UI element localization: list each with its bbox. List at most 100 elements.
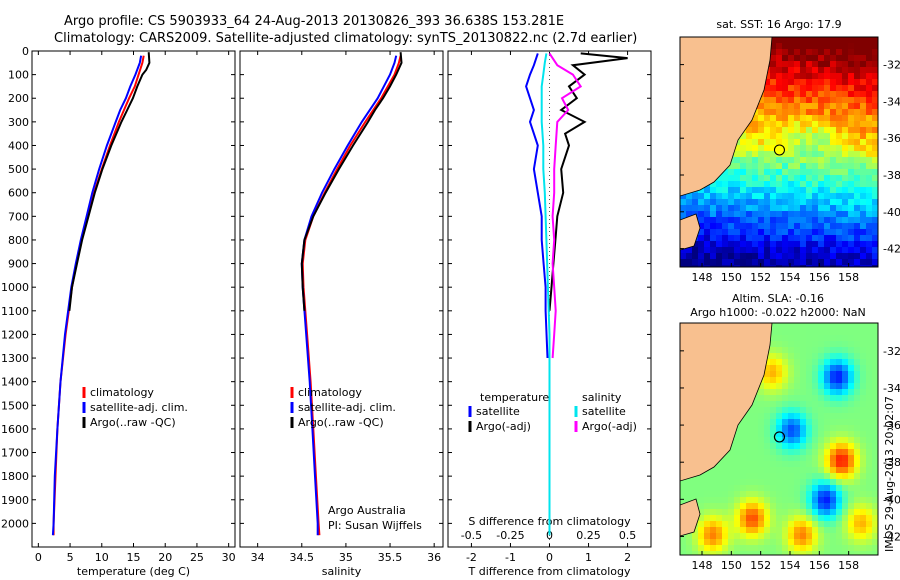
sla-cell <box>854 323 860 329</box>
sst-cell <box>830 169 836 175</box>
sla-cell <box>782 341 788 347</box>
sla-cell <box>830 497 836 503</box>
sla-cell <box>764 455 770 461</box>
sla-cell <box>812 431 818 437</box>
sla-cell <box>806 521 812 527</box>
sla-cell <box>806 545 812 551</box>
sst-cell <box>866 247 872 253</box>
sla-cell <box>758 461 764 467</box>
sla-cell <box>842 371 848 377</box>
sst-cell <box>782 217 788 223</box>
sla-cell <box>860 509 866 515</box>
sst-cell <box>728 205 734 211</box>
sst-cell <box>812 109 818 115</box>
map-x-tick-label: 148 <box>692 559 713 572</box>
sst-cell <box>836 55 842 61</box>
sla-cell <box>728 539 734 545</box>
sla-cell <box>866 347 872 353</box>
sst-cell <box>740 211 746 217</box>
sla-cell <box>764 461 770 467</box>
sst-cell <box>794 253 800 259</box>
sst-cell <box>806 127 812 133</box>
sst-cell <box>824 193 830 199</box>
sst-cell <box>770 109 776 115</box>
sst-cell <box>794 193 800 199</box>
sst-cell <box>680 253 686 259</box>
sst-cell <box>704 247 710 253</box>
sla-cell <box>824 551 830 555</box>
sla-cell <box>812 365 818 371</box>
sla-cell <box>740 473 746 479</box>
header-line-1: Argo profile: CS 5903933_64 24-Aug-2013 … <box>64 14 564 29</box>
sst-cell <box>770 139 776 145</box>
sla-cell <box>704 551 710 555</box>
sst-cell <box>704 241 710 247</box>
sst-cell <box>836 91 842 97</box>
sla-cell <box>800 395 806 401</box>
sla-cell <box>764 419 770 425</box>
sst-cell <box>776 193 782 199</box>
sst-cell <box>740 145 746 151</box>
sla-cell <box>758 455 764 461</box>
sst-cell <box>746 259 752 265</box>
x-tick-label: 1 <box>585 551 592 564</box>
sst-cell <box>788 109 794 115</box>
sst-cell <box>752 163 758 169</box>
sst-cell <box>782 145 788 151</box>
sla-cell <box>872 377 878 383</box>
sla-cell <box>758 545 764 551</box>
sst-cell <box>824 55 830 61</box>
sla-cell <box>842 347 848 353</box>
sst-cell <box>836 79 842 85</box>
sst-cell <box>794 115 800 121</box>
sst-cell <box>776 67 782 73</box>
x-tick-label: 35 <box>339 551 353 564</box>
sla-cell <box>788 545 794 551</box>
sla-cell <box>812 533 818 539</box>
sst-cell <box>842 103 848 109</box>
sla-cell <box>830 455 836 461</box>
sst-cell <box>788 103 794 109</box>
sst-cell <box>752 115 758 121</box>
sst-cell <box>866 103 872 109</box>
map-y-tick-label: -40 <box>883 493 900 506</box>
sla-cell <box>764 371 770 377</box>
sst-cell <box>710 259 716 265</box>
sst-cell <box>752 235 758 241</box>
sst-cell <box>782 169 788 175</box>
sla-cell <box>764 467 770 473</box>
sla-cell <box>716 533 722 539</box>
sst-cell <box>866 37 872 43</box>
sla-cell <box>758 401 764 407</box>
sst-cell <box>734 163 740 169</box>
sst-cell <box>872 205 878 211</box>
sst-cell <box>788 133 794 139</box>
sla-cell <box>770 455 776 461</box>
sla-cell <box>836 335 842 341</box>
sst-cell <box>872 109 878 115</box>
sla-cell <box>854 419 860 425</box>
sla-cell <box>776 503 782 509</box>
sst-cell <box>824 43 830 49</box>
sla-cell <box>788 503 794 509</box>
sst-cell <box>860 241 866 247</box>
sla-cell <box>824 413 830 419</box>
sst-cell <box>830 235 836 241</box>
sst-cell <box>800 103 806 109</box>
map-x-tick-label: 156 <box>809 271 830 284</box>
sst-cell <box>872 91 878 97</box>
sst-cell <box>812 163 818 169</box>
sst-cell <box>842 79 848 85</box>
sst-cell <box>770 253 776 259</box>
sla-cell <box>722 461 728 467</box>
sst-cell <box>860 157 866 163</box>
sst-cell <box>698 253 704 259</box>
sla-cell <box>866 383 872 389</box>
sla-cell <box>764 515 770 521</box>
sla-cell <box>806 395 812 401</box>
sst-cell <box>752 253 758 259</box>
sla-cell <box>836 431 842 437</box>
sla-cell <box>806 539 812 545</box>
sla-cell <box>812 473 818 479</box>
sla-cell <box>776 335 782 341</box>
